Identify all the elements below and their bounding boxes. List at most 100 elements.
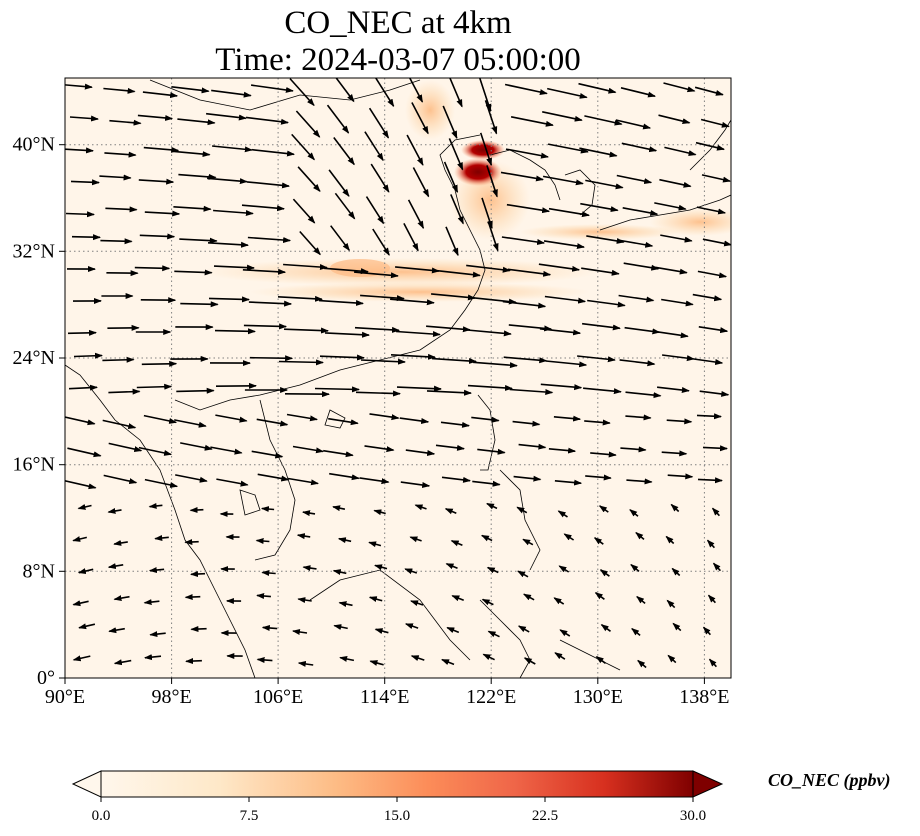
wind-arrow [109, 119, 142, 126]
wind-arrow [594, 592, 605, 600]
wind-arrow [578, 82, 617, 94]
wind-arrow [623, 262, 660, 271]
wind-arrow [136, 383, 173, 390]
wind-arrow [210, 446, 243, 455]
wind-arrow [99, 174, 132, 181]
wind-arrow [206, 112, 247, 121]
wind-arrow [354, 271, 399, 279]
wind-arrow [600, 624, 611, 632]
wind-arrow [102, 419, 137, 430]
wind-arrow [696, 206, 727, 215]
wind-arrow [261, 570, 276, 577]
wind-arrow [324, 331, 370, 338]
wind-arrow [584, 419, 611, 426]
colorbar-gradient [100, 770, 694, 798]
wind-arrow [509, 388, 554, 396]
wind-arrow [328, 417, 359, 426]
wind-arrow [65, 416, 96, 426]
wind-arrow [296, 533, 311, 540]
wind-arrow [404, 623, 419, 630]
wind-arrow [599, 569, 610, 577]
wind-arrow [107, 507, 122, 514]
wind-arrow [585, 179, 624, 190]
wind-arrow [72, 655, 91, 662]
wind-arrow [486, 502, 498, 510]
wind-arrow [449, 78, 463, 108]
wind-arrow [68, 384, 98, 391]
wind-arrow [517, 625, 530, 633]
wind-arrow [661, 450, 688, 457]
wind-arrow [466, 264, 511, 273]
wind-arrow [330, 225, 350, 252]
wind-arrow [245, 116, 289, 125]
wind-vectors [65, 78, 731, 669]
wind-arrow [365, 196, 385, 225]
wind-arrow [505, 148, 549, 159]
wind-arrow [173, 205, 212, 212]
wind-arrow [692, 293, 723, 302]
wind-arrow [190, 626, 207, 633]
wind-arrow [579, 147, 618, 158]
lat-tick-label: 16°N [13, 454, 55, 476]
wind-arrow [184, 538, 199, 545]
wind-arrow [369, 413, 400, 421]
co-plume-band [200, 258, 600, 286]
co-plume-band [405, 80, 455, 140]
co-hotspot [454, 158, 502, 186]
wind-arrow [625, 391, 662, 399]
wind-arrow [702, 238, 731, 247]
wind-arrow [661, 298, 694, 307]
wind-arrow [71, 234, 101, 241]
wind-arrow [212, 145, 253, 153]
wind-arrow [408, 78, 424, 103]
wind-arrow [65, 479, 97, 490]
wind-arrow [435, 444, 465, 451]
wind-arrow [360, 358, 406, 365]
wind-arrow [698, 326, 729, 334]
wind-arrow [484, 100, 498, 135]
wind-arrow [332, 569, 347, 576]
wind-arrow [260, 506, 275, 513]
wind-arrow [664, 146, 697, 156]
wind-arrow [446, 626, 460, 634]
wind-arrow [333, 137, 355, 166]
wind-arrow [620, 446, 647, 453]
wind-arrow [134, 265, 171, 272]
wind-arrow [295, 110, 321, 138]
wind-arrow [510, 116, 554, 127]
wind-arrow [113, 659, 132, 666]
wind-arrow [67, 447, 102, 458]
wind-arrow [672, 622, 682, 632]
wind-arrow [503, 356, 548, 364]
map-subtitle: Time: 2024-03-07 05:00:00 [215, 42, 581, 78]
wind-arrow [100, 238, 133, 245]
wind-arrow [291, 133, 315, 161]
wind-arrow [517, 570, 529, 578]
wind-arrow [630, 563, 640, 573]
wind-arrow [637, 659, 647, 669]
wind-arrow [103, 87, 136, 94]
colorbar-tick-label: 22.5 [532, 808, 558, 824]
wind-arrow [251, 450, 284, 459]
wind-arrow [172, 150, 211, 158]
wind-arrow [548, 447, 577, 454]
wind-arrow [656, 330, 689, 339]
wind-arrow [667, 473, 694, 480]
wind-arrow [399, 417, 430, 424]
wind-arrow [286, 413, 318, 422]
map-background [65, 78, 731, 678]
wind-arrow [70, 179, 100, 186]
lat-tick-label: 32°N [13, 240, 55, 262]
wind-arrow [441, 476, 471, 483]
wind-arrow [426, 389, 472, 396]
wind-arrow [553, 597, 565, 605]
co-plume-band [520, 224, 680, 240]
wind-arrow [297, 660, 314, 667]
wind-arrow [580, 202, 619, 213]
wind-arrow [523, 657, 536, 665]
wind-arrow [372, 228, 390, 256]
wind-arrow [407, 199, 425, 229]
wind-arrow [487, 630, 500, 638]
wind-arrow [477, 448, 506, 455]
